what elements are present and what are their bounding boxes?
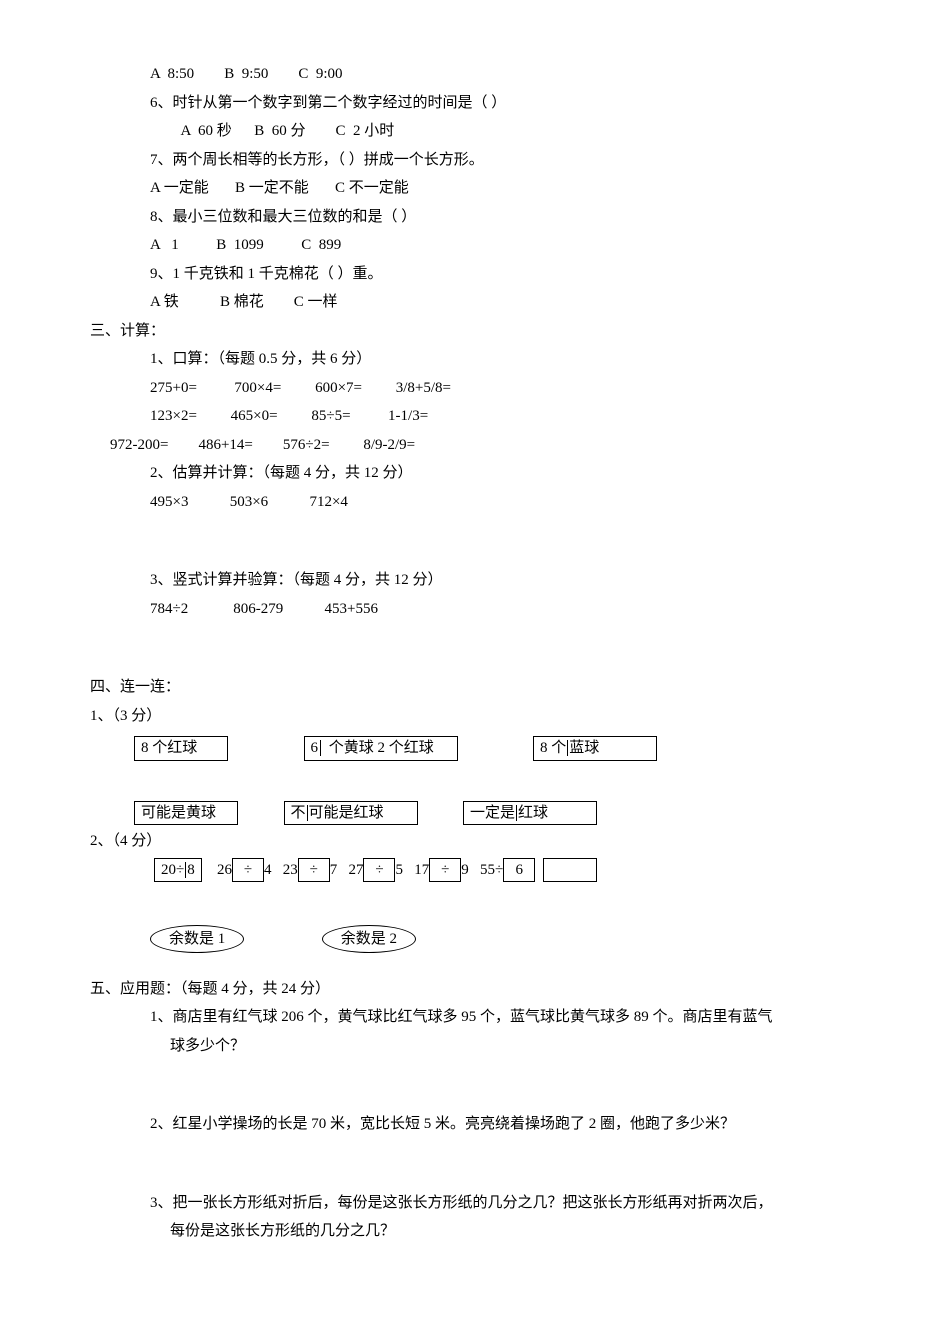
calc-cell: 972-200= — [110, 437, 168, 453]
div-text: 23 — [283, 862, 298, 878]
oval-box: 余数是 1 — [150, 925, 244, 953]
sec5-q2: 2、红星小学操场的长是 70 米，宽比长短 5 米。亮亮绕着操场跑了 2 圈，他… — [90, 1110, 855, 1139]
q6-stem: 6、时针从第一个数字到第二个数字经过的时间是（ ） — [90, 89, 855, 118]
calc-cell: 495×3 — [150, 494, 188, 510]
sec3-p1-row2: 123×2= 465×0= 85÷5= 1-1/3= — [90, 402, 855, 431]
match-box: 一定是红球 — [463, 801, 597, 826]
div-box: ÷ — [429, 858, 461, 883]
sec4-p2-label: 2、（4 分） — [90, 827, 855, 856]
q9-options: A 铁 B 棉花 C 一样 — [90, 288, 855, 317]
sec5-q1b: 球多少个？ — [90, 1032, 855, 1061]
q9-opt-b: B 棉花 — [220, 294, 264, 310]
q7-opt-c: C 不一定能 — [335, 180, 409, 196]
match-box: 可能是黄球 — [134, 801, 238, 826]
match-box: 66 个黄球 2 个红球 个黄球 2 个红球 — [304, 736, 458, 761]
calc-cell: 123×2= — [150, 408, 197, 424]
sec4-p2-row: 20÷8 26÷4 23÷7 27÷5 17÷9 55÷6 — [90, 856, 855, 885]
oval-box: 余数是 2 — [322, 925, 416, 953]
calc-cell: 1-1/3= — [388, 408, 428, 424]
sec4-p1-top-row: 8 个红球 66 个黄球 2 个红球 个黄球 2 个红球 8 个蓝球 — [90, 734, 855, 763]
sec4-p2-bottom: 余数是 1 余数是 2 — [90, 924, 855, 953]
div-box: 6 — [503, 858, 535, 883]
div-box: ÷ — [363, 858, 395, 883]
calc-cell: 85÷5= — [311, 408, 350, 424]
calc-cell: 275+0= — [150, 380, 197, 396]
q9-stem: 9、1 千克铁和 1 千克棉花（ ）重。 — [90, 260, 855, 289]
div-box: ÷ — [298, 858, 330, 883]
empty-box — [543, 858, 597, 883]
sec3-p2-title: 2、估算并计算：（每题 4 分，共 12 分） — [90, 459, 855, 488]
sec3-p1-row1: 275+0= 700×4= 600×7= 3/8+5/8= — [90, 374, 855, 403]
calc-cell: 503×6 — [230, 494, 268, 510]
sec5-q3b: 每份是这张长方形纸的几分之几？ — [90, 1217, 855, 1246]
div-text: 27 — [348, 862, 363, 878]
div-text: 9 — [461, 862, 469, 878]
q8-opt-b: B 1099 — [216, 237, 264, 253]
sec5-q1: 1、商店里有红气球 206 个，黄气球比红气球多 95 个，蓝气球比黄气球多 8… — [90, 1003, 855, 1032]
match-box: 不可能是红球 — [284, 801, 418, 826]
calc-cell: 453+556 — [324, 601, 377, 617]
calc-cell: 486+14= — [198, 437, 252, 453]
div-box: ÷ — [232, 858, 264, 883]
sec3-p1-row3: 972-200= 486+14= 576÷2= 8/9-2/9= — [90, 431, 855, 460]
div-text: 26 — [217, 862, 232, 878]
calc-cell: 600×7= — [315, 380, 362, 396]
match-box: 8 个蓝球 — [533, 736, 657, 761]
div-text: 7 — [330, 862, 338, 878]
sec4-p1-label: 1、（3 分） — [90, 702, 855, 731]
q9-opt-c: C 一样 — [294, 294, 338, 310]
q6-opt-a: A 60 秒 — [180, 123, 231, 139]
q6-opt-b: B 60 分 — [254, 123, 305, 139]
q5-opt-c: C 9:00 — [298, 66, 342, 82]
q5-opt-a: A 8:50 — [150, 66, 194, 82]
sec3-p2-items: 495×3 503×6 712×4 — [90, 488, 855, 517]
sec3-p1-title: 1、口算：（每题 0.5 分，共 6 分） — [90, 345, 855, 374]
q8-opt-c: C 899 — [301, 237, 341, 253]
sec3-p3-items: 784÷2 806-279 453+556 — [90, 595, 855, 624]
q6-options: A 60 秒 B 60 分 C 2 小时 — [90, 117, 855, 146]
div-box: 20÷8 — [154, 858, 202, 883]
calc-cell: 465×0= — [231, 408, 278, 424]
q5-opt-b: B 9:50 — [224, 66, 268, 82]
q7-stem: 7、两个周长相等的长方形，（ ）拼成一个长方形。 — [90, 146, 855, 175]
q8-options: A 1 B 1099 C 899 — [90, 231, 855, 260]
sec5-q3: 3、把一张长方形纸对折后，每份是这张长方形纸的几分之几？把这张长方形纸再对折两次… — [90, 1189, 855, 1218]
calc-cell: 806-279 — [233, 601, 283, 617]
calc-cell: 576÷2= — [283, 437, 330, 453]
calc-cell: 784÷2 — [150, 601, 188, 617]
q6-opt-c: C 2 小时 — [335, 123, 394, 139]
q7-opt-a: A 一定能 — [150, 180, 209, 196]
q9-opt-a: A 铁 — [150, 294, 179, 310]
q5-options: A 8:50 B 9:50 C 9:00 — [90, 60, 855, 89]
section-3-title: 三、计算： — [90, 317, 855, 346]
calc-cell: 700×4= — [234, 380, 281, 396]
section-4-title: 四、连一连： — [90, 673, 855, 702]
match-box: 8 个红球 — [134, 736, 228, 761]
calc-cell: 8/9-2/9= — [363, 437, 415, 453]
calc-cell: 3/8+5/8= — [396, 380, 451, 396]
q7-opt-b: B 一定不能 — [235, 180, 309, 196]
div-text: 55÷ — [480, 862, 503, 878]
section-5-title: 五、应用题：（每题 4 分，共 24 分） — [90, 975, 855, 1004]
calc-cell: 712×4 — [309, 494, 347, 510]
q8-opt-a: A 1 — [150, 237, 179, 253]
sec3-p3-title: 3、竖式计算并验算：（每题 4 分，共 12 分） — [90, 566, 855, 595]
div-text: 17 — [414, 862, 429, 878]
q7-options: A 一定能 B 一定不能 C 不一定能 — [90, 174, 855, 203]
div-text: 4 — [264, 862, 272, 878]
sec4-p1-bottom-row: 可能是黄球 不可能是红球 一定是红球 — [90, 799, 855, 828]
div-text: 5 — [395, 862, 403, 878]
q8-stem: 8、最小三位数和最大三位数的和是（ ） — [90, 203, 855, 232]
